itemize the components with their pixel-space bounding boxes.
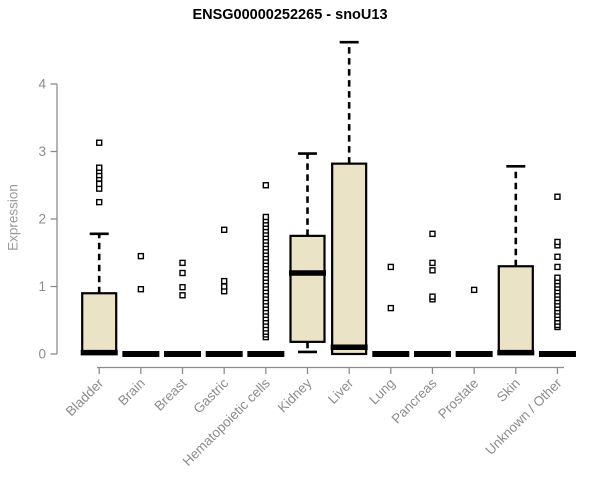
y-tick-label: 2	[38, 212, 46, 227]
box	[497, 265, 534, 356]
x-tick-label: Brain	[115, 376, 148, 409]
x-tick-label: Pancreas	[389, 375, 440, 426]
outlier-point	[179, 292, 186, 299]
x-tick-label: Breast	[151, 375, 189, 413]
outlier-point	[429, 293, 436, 300]
outlier-point	[179, 269, 186, 277]
outlier-point	[429, 267, 436, 274]
outlier-point	[95, 180, 103, 188]
outlier-point	[262, 182, 270, 189]
x-tick-label: Unknown / Other	[482, 375, 565, 458]
outlier-point	[179, 259, 186, 267]
x-tick-label: Gastric	[190, 375, 231, 416]
outlier-point	[554, 274, 561, 281]
x-tick-label: Kidney	[275, 375, 315, 415]
outlier-point	[95, 198, 103, 206]
x-tick-label: Liver	[325, 375, 357, 407]
outlier-point	[262, 213, 270, 221]
outlier-point	[554, 263, 561, 271]
x-tick-label: Prostate	[435, 376, 481, 422]
outlier-point	[387, 263, 395, 271]
x-tick-label: Skin	[494, 376, 523, 405]
outlier-point	[220, 226, 228, 234]
outlier-point	[554, 253, 561, 261]
outlier-point	[179, 283, 186, 291]
outlier-point	[470, 286, 478, 294]
y-tick-label: 3	[38, 144, 46, 159]
outlier-point	[95, 164, 103, 171]
x-tick-label: Bladder	[63, 375, 107, 419]
chart-title: ENSG00000252265 - snoU13	[192, 7, 388, 23]
box	[81, 292, 118, 356]
outlier-point	[554, 238, 561, 246]
y-tick-label: 0	[38, 347, 46, 362]
outlier-point	[429, 259, 436, 267]
outlier-point	[220, 277, 228, 285]
y-tick-label: 4	[38, 77, 46, 92]
box	[331, 162, 368, 356]
x-tick-label: Lung	[366, 376, 398, 408]
outlier-point	[429, 230, 436, 238]
outlier-point	[137, 286, 145, 293]
outlier-point	[137, 252, 145, 260]
outlier-point	[95, 139, 103, 146]
outlier-point	[554, 193, 561, 200]
y-tick-label: 1	[38, 279, 46, 294]
outlier-point	[220, 283, 228, 290]
box	[289, 234, 326, 343]
outlier-point	[387, 304, 395, 312]
